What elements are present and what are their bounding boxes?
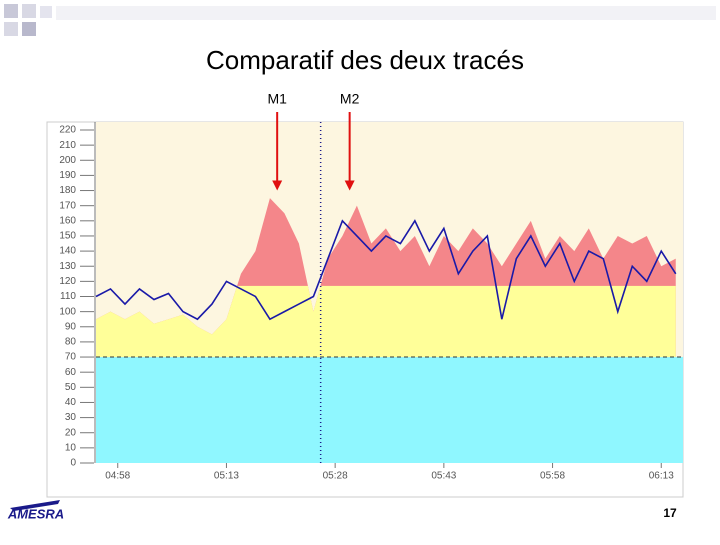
y-tick-label: 180 bbox=[59, 185, 76, 196]
y-tick-label: 80 bbox=[65, 337, 77, 348]
y-tick-label: 110 bbox=[60, 291, 76, 302]
y-tick-label: 30 bbox=[65, 412, 77, 423]
x-tick-label: 05:43 bbox=[431, 471, 456, 482]
x-tick-label: 05:58 bbox=[540, 471, 565, 482]
line bbox=[95, 219, 677, 321]
y-tick-label: 60 bbox=[65, 367, 77, 378]
y-tick-label: 150 bbox=[59, 231, 76, 242]
y-tick-label: 160 bbox=[59, 215, 76, 226]
y-tick-label: 70 bbox=[65, 352, 77, 363]
y-tick-label: 220 bbox=[59, 125, 76, 136]
logo-text: AMESRA bbox=[7, 506, 64, 521]
chart: 0 10 20 30 40 50 60 70 80 90 100 110 120 130 140 150 160… bbox=[59, 122, 683, 482]
page-number: 17 bbox=[663, 506, 677, 520]
y-tick-label: 140 bbox=[59, 246, 76, 257]
y-tick-label: 190 bbox=[59, 170, 76, 181]
x-tick-label: 05:28 bbox=[323, 471, 348, 482]
annotation-arrowhead bbox=[272, 180, 283, 191]
y-tick-label: 130 bbox=[59, 261, 76, 272]
y-tick-label: 10 bbox=[65, 443, 77, 454]
y-tick-label: 210 bbox=[59, 140, 76, 151]
y-tick-label: 100 bbox=[59, 306, 76, 317]
annotation-label: M1 bbox=[267, 91, 287, 107]
y-tick-label: 20 bbox=[65, 427, 77, 438]
y-tick-label: 170 bbox=[59, 200, 76, 211]
x-tick-label: 04:58 bbox=[105, 471, 130, 482]
y-tick-label: 40 bbox=[65, 397, 77, 408]
y-tick-label: 90 bbox=[65, 321, 77, 332]
x-tick-label: 05:13 bbox=[214, 471, 239, 482]
annotation-arrowhead bbox=[344, 180, 355, 191]
logo: AMESRA bbox=[7, 500, 64, 521]
y-tick-label: 0 bbox=[70, 458, 76, 469]
slide-title: Comparatif des deux tracés bbox=[206, 45, 524, 75]
y-tick-label: 200 bbox=[59, 155, 76, 166]
y-tick-label: 50 bbox=[65, 382, 77, 393]
y-tick-label: 120 bbox=[59, 276, 76, 287]
annotation-label: M2 bbox=[340, 91, 360, 107]
x-tick-label: 06:13 bbox=[649, 471, 674, 482]
zone bbox=[96, 357, 683, 463]
corner-decoration bbox=[4, 4, 716, 36]
